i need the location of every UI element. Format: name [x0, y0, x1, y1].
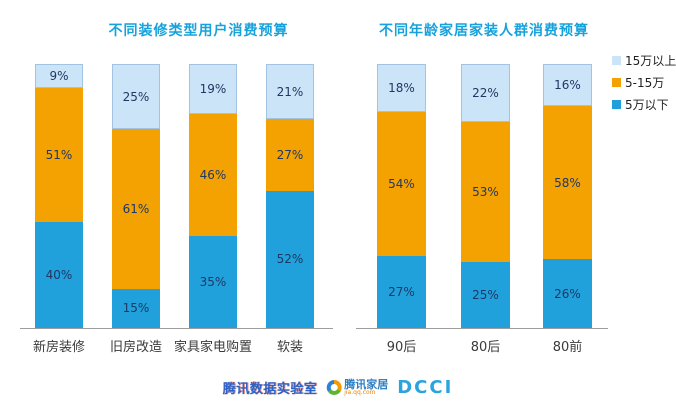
- bar: 19% 46% 35%: [189, 64, 237, 328]
- x-axis-line: [356, 328, 608, 329]
- bar-value-label: 19%: [199, 82, 227, 97]
- bar-segment: 19%: [189, 64, 237, 115]
- category-label: 旧房改造: [109, 340, 162, 355]
- category-label: 软装: [276, 340, 303, 355]
- chart-title: 不同年龄家居家装人群消费预算: [379, 23, 589, 39]
- bar-value-label: 53%: [472, 185, 499, 200]
- bar-value-label: 35%: [199, 274, 227, 289]
- bar-segment: 16%: [543, 64, 592, 107]
- bar: 9% 51% 40%: [35, 64, 83, 328]
- bar-value-label: 25%: [472, 287, 499, 302]
- chart-title: 不同装修类型用户消费预算: [108, 23, 289, 39]
- bar: 18% 54% 27%: [377, 64, 426, 328]
- bar-segment: 15%: [112, 288, 160, 328]
- bar-segment: 53%: [461, 122, 510, 262]
- bar-value-label: 15%: [122, 301, 150, 316]
- tencent-home-brand-texts: 腾讯家居 jia.qq.com: [344, 379, 388, 396]
- bar-segment: 27%: [377, 256, 426, 328]
- legend-swatch-icon: [612, 100, 621, 109]
- bar-value-label: 18%: [388, 81, 415, 95]
- legend-label: 5万以下: [625, 98, 669, 112]
- bar-value-label: 21%: [276, 84, 304, 99]
- bar-segment: 9%: [35, 64, 83, 88]
- plot-area: 9% 51% 40% 25% 61% 15% 19% 46% 35% 21% 27% 52%: [20, 64, 333, 328]
- bar-segment: 21%: [266, 64, 314, 120]
- bar-value-label: 58%: [554, 175, 581, 190]
- category-label: 90后: [386, 340, 417, 355]
- bar-segment: 52%: [266, 190, 314, 328]
- bar-value-label: 61%: [122, 202, 150, 217]
- bar-segment: 54%: [377, 112, 426, 256]
- bar-segment: 58%: [543, 106, 592, 260]
- tencent-home-logo-icon: [326, 379, 342, 395]
- bar-value-label: 26%: [554, 286, 581, 301]
- bar-segment: 22%: [461, 64, 510, 123]
- bar-segment: 46%: [189, 114, 237, 236]
- x-axis-line: [20, 328, 333, 329]
- plot-area: 18% 54% 27% 22% 53% 25% 16% 58% 26%: [356, 64, 612, 328]
- legend-item: 5-15万: [612, 76, 676, 90]
- category-label: 家具家电购置: [173, 340, 252, 355]
- right-chart-age-group: 不同年龄家居家装人群消费预算 18% 54% 27% 22% 53% 25% 16% 58% 2…: [356, 14, 612, 364]
- legend-item: 15万以上: [612, 54, 676, 68]
- category-label: 80后: [470, 340, 501, 355]
- bar: 22% 53% 25%: [461, 64, 510, 328]
- bar-segment: 25%: [112, 64, 160, 130]
- bar-value-label: 16%: [554, 78, 581, 93]
- tencent-home-brand: 腾讯家居 jia.qq.com: [326, 379, 388, 396]
- bar-segment: 26%: [543, 259, 592, 328]
- bar: 16% 58% 26%: [543, 64, 592, 328]
- bar-segment: 61%: [112, 129, 160, 289]
- bar-value-label: 51%: [45, 148, 73, 163]
- legend-item: 5万以下: [612, 98, 676, 112]
- category-label: 80前: [552, 340, 583, 355]
- tencent-home-url: jia.qq.com: [344, 388, 376, 396]
- bar-segment: 35%: [189, 235, 237, 328]
- bar-value-label: 27%: [276, 148, 304, 163]
- category-label: 新房装修: [32, 340, 85, 355]
- bar-value-label: 27%: [388, 285, 415, 299]
- bar-segment: 51%: [35, 87, 83, 223]
- tencent-home-name: 腾讯家居: [344, 377, 389, 391]
- dcci-logo: DCCI: [397, 376, 454, 398]
- watermark-text: 腾讯数据实验室: [222, 381, 318, 397]
- bar-value-label: 25%: [122, 89, 150, 104]
- bar: 25% 61% 15%: [112, 64, 160, 328]
- bar-value-label: 40%: [45, 268, 73, 283]
- bar-value-label: 52%: [276, 252, 304, 267]
- bar-segment: 40%: [35, 222, 83, 328]
- bar: 21% 27% 52%: [266, 64, 314, 328]
- legend-label: 15万以上: [625, 54, 676, 68]
- bar-segment: 25%: [461, 261, 510, 328]
- bar-value-label: 9%: [49, 68, 69, 83]
- bar-value-label: 22%: [472, 86, 499, 101]
- left-chart-renovation-type: 不同装修类型用户消费预算 9% 51% 40% 25% 61% 15% 19% 46% 35% 2…: [20, 14, 333, 364]
- bar-value-label: 46%: [199, 167, 227, 182]
- bar-segment: 18%: [377, 64, 426, 112]
- bar-segment: 27%: [266, 119, 314, 191]
- bar-value-label: 54%: [388, 177, 415, 191]
- footer-watermark: 腾讯数据实验室 腾讯家居 jia.qq.com DCCI: [223, 376, 454, 398]
- legend-swatch-icon: [612, 56, 621, 65]
- legend: 15万以上 5-15万 5万以下: [612, 54, 676, 112]
- legend-label: 5-15万: [625, 76, 665, 90]
- legend-swatch-icon: [612, 78, 621, 87]
